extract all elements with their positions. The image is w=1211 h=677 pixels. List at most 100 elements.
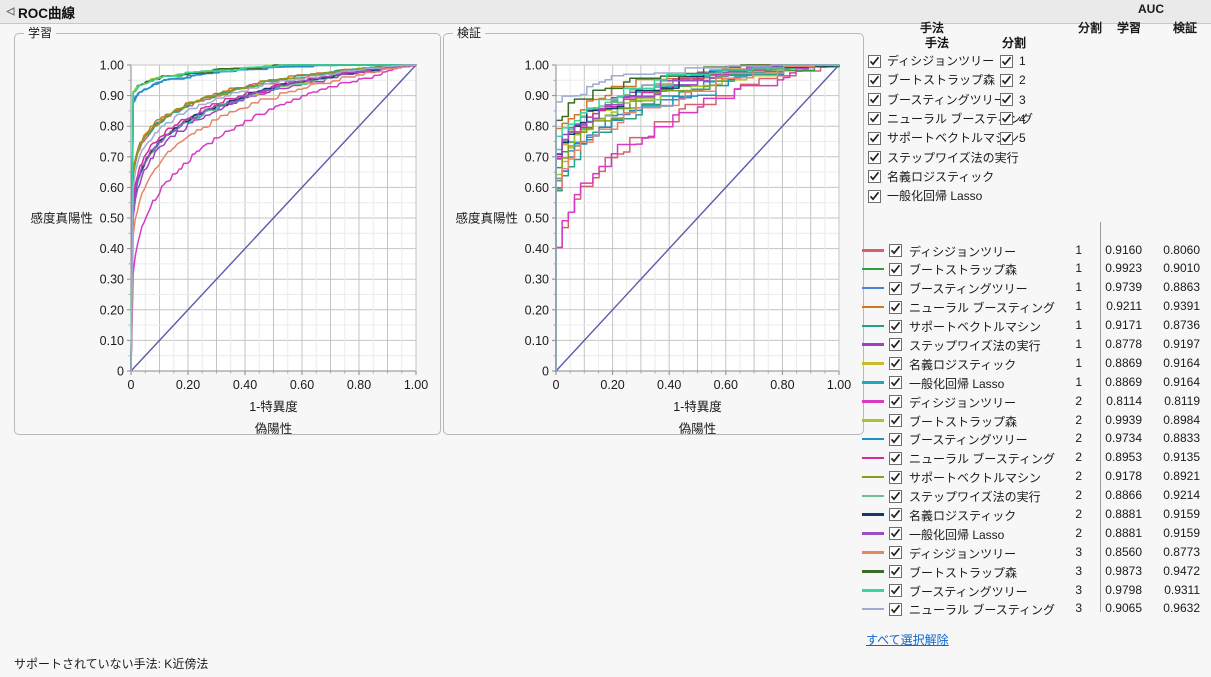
checkbox[interactable] (889, 565, 902, 579)
row-checkbox-wrap[interactable] (889, 432, 902, 449)
method-filter-row[interactable]: ニューラル ブースティング (868, 110, 1033, 128)
row-checkbox-wrap[interactable] (889, 262, 902, 279)
table-row[interactable]: ブースティングツリー 3 0.9798 0.9311 (860, 581, 1211, 600)
table-row[interactable]: ディシジョンツリー 1 0.9160 0.8060 (860, 241, 1211, 260)
row-checkbox-wrap[interactable] (889, 376, 902, 392)
checkbox[interactable] (889, 584, 902, 598)
row-checkbox-wrap[interactable] (889, 602, 902, 619)
checkbox[interactable] (889, 451, 902, 465)
row-checkbox-wrap[interactable] (889, 338, 902, 354)
checkbox[interactable] (889, 489, 902, 503)
row-checkbox-wrap[interactable] (889, 508, 902, 524)
checkbox[interactable] (1000, 112, 1013, 126)
table-row[interactable]: ブースティングツリー 2 0.9734 0.8833 (860, 430, 1211, 449)
checkbox[interactable] (889, 338, 902, 352)
checkbox[interactable] (889, 395, 902, 409)
checkbox[interactable] (889, 281, 902, 295)
table-row[interactable]: 一般化回帰 Lasso 1 0.8869 0.9164 (860, 373, 1211, 392)
checkbox[interactable] (889, 527, 902, 541)
split-filter-label: 1 (1019, 54, 1026, 68)
table-row[interactable]: ステップワイズ法の実行 2 0.8866 0.9214 (860, 487, 1211, 506)
table-row[interactable]: ブートストラップ森 2 0.9939 0.8984 (860, 411, 1211, 430)
row-split-value: 2 (1075, 431, 1082, 446)
method-filter-row[interactable]: ブースティングツリー (868, 91, 1006, 109)
checkbox[interactable] (889, 300, 902, 314)
checkbox[interactable] (889, 546, 902, 560)
table-row[interactable]: ブートストラップ森 1 0.9923 0.9010 (860, 260, 1211, 279)
table-row[interactable]: ブートストラップ森 3 0.9873 0.9472 (860, 562, 1211, 581)
checkbox[interactable] (868, 54, 881, 68)
checkbox[interactable] (868, 73, 881, 87)
x-tick-label: 0.20 (600, 378, 624, 392)
table-row[interactable]: ディシジョンツリー 2 0.8114 0.8119 (860, 392, 1211, 411)
triangle-collapse-icon[interactable] (3, 0, 17, 23)
table-row[interactable]: ニューラル ブースティング 2 0.8953 0.9135 (860, 449, 1211, 468)
row-checkbox-wrap[interactable] (889, 451, 902, 468)
method-filter-row[interactable]: 一般化回帰 Lasso (868, 187, 982, 205)
checkbox[interactable] (889, 262, 902, 276)
method-filter-row[interactable]: ブートストラップ森 (868, 71, 995, 89)
row-checkbox-wrap[interactable] (889, 281, 902, 298)
row-checkbox-wrap[interactable] (889, 584, 902, 600)
row-checkbox-wrap[interactable] (889, 489, 902, 506)
row-checkbox-wrap[interactable] (889, 395, 902, 411)
split-filter-row[interactable]: 2 (1000, 71, 1026, 89)
row-checkbox-wrap[interactable] (889, 546, 902, 562)
method-filter-row[interactable]: サポートベクトルマシン (868, 129, 1019, 147)
checkbox[interactable] (889, 432, 902, 446)
table-row[interactable]: ブースティングツリー 1 0.9739 0.8863 (860, 279, 1211, 298)
checkbox[interactable] (868, 131, 881, 145)
row-split-value: 1 (1075, 336, 1082, 351)
checkbox[interactable] (889, 244, 902, 257)
row-auc-train: 0.9798 (1105, 582, 1142, 597)
table-row[interactable]: サポートベクトルマシン 1 0.9171 0.8736 (860, 317, 1211, 336)
method-filter-row[interactable]: ディシジョンツリー (868, 52, 994, 70)
checkbox[interactable] (868, 93, 881, 107)
row-checkbox-wrap[interactable] (889, 470, 902, 487)
row-checkbox-wrap[interactable] (889, 244, 902, 260)
table-row[interactable]: 一般化回帰 Lasso 2 0.8881 0.9159 (860, 524, 1211, 543)
checkbox[interactable] (1000, 54, 1013, 68)
split-filter-row[interactable]: 3 (1000, 91, 1026, 109)
table-row[interactable]: ニューラル ブースティング 3 0.9065 0.9632 (860, 600, 1211, 619)
checkbox[interactable] (889, 357, 902, 371)
checkbox[interactable] (1000, 131, 1013, 145)
checkbox[interactable] (889, 376, 902, 390)
checkbox[interactable] (889, 508, 902, 522)
roc-curve (130, 64, 417, 372)
row-auc-valid: 0.9164 (1163, 374, 1200, 389)
y-axis-title: 感度真陽性 (455, 211, 518, 226)
row-checkbox-wrap[interactable] (889, 319, 902, 336)
checkbox[interactable] (868, 151, 881, 164)
checkbox[interactable] (889, 319, 902, 333)
table-row[interactable]: 名義ロジスティック 2 0.8881 0.9159 (860, 505, 1211, 524)
table-row[interactable]: ディシジョンツリー 3 0.8560 0.8773 (860, 543, 1211, 562)
method-filter-row[interactable]: ステップワイズ法の実行 (868, 149, 1019, 167)
checkbox[interactable] (889, 414, 902, 428)
row-checkbox-wrap[interactable] (889, 300, 902, 317)
checkbox[interactable] (1000, 93, 1013, 107)
row-auc-valid: 0.8984 (1163, 412, 1200, 427)
table-row[interactable]: サポートベクトルマシン 2 0.9178 0.8921 (860, 468, 1211, 487)
method-filter-row[interactable]: 名義ロジスティック (868, 168, 994, 186)
checkbox[interactable] (1000, 73, 1013, 87)
checkbox[interactable] (868, 189, 881, 203)
row-checkbox-wrap[interactable] (889, 357, 902, 373)
table-row[interactable]: ニューラル ブースティング 1 0.9211 0.9391 (860, 298, 1211, 317)
split-filter-row[interactable]: 1 (1000, 52, 1026, 70)
checkbox[interactable] (868, 112, 881, 126)
split-filter-row[interactable]: 5 (1000, 129, 1026, 147)
row-auc-train: 0.8560 (1105, 544, 1142, 559)
deselect-all-link[interactable]: すべて選択解除 (866, 633, 949, 647)
row-checkbox-wrap[interactable] (889, 565, 902, 581)
row-checkbox-wrap[interactable] (889, 527, 902, 543)
table-row[interactable]: ステップワイズ法の実行 1 0.8778 0.9197 (860, 335, 1211, 354)
checkbox[interactable] (868, 170, 881, 184)
split-filter-row[interactable]: 4 (1000, 110, 1026, 128)
row-method-label: 名義ロジスティック (909, 508, 1017, 523)
checkbox[interactable] (889, 470, 902, 484)
table-row[interactable]: 名義ロジスティック 1 0.8869 0.9164 (860, 354, 1211, 373)
series-color-swatch (862, 589, 884, 592)
checkbox[interactable] (889, 602, 902, 616)
row-checkbox-wrap[interactable] (889, 414, 902, 430)
